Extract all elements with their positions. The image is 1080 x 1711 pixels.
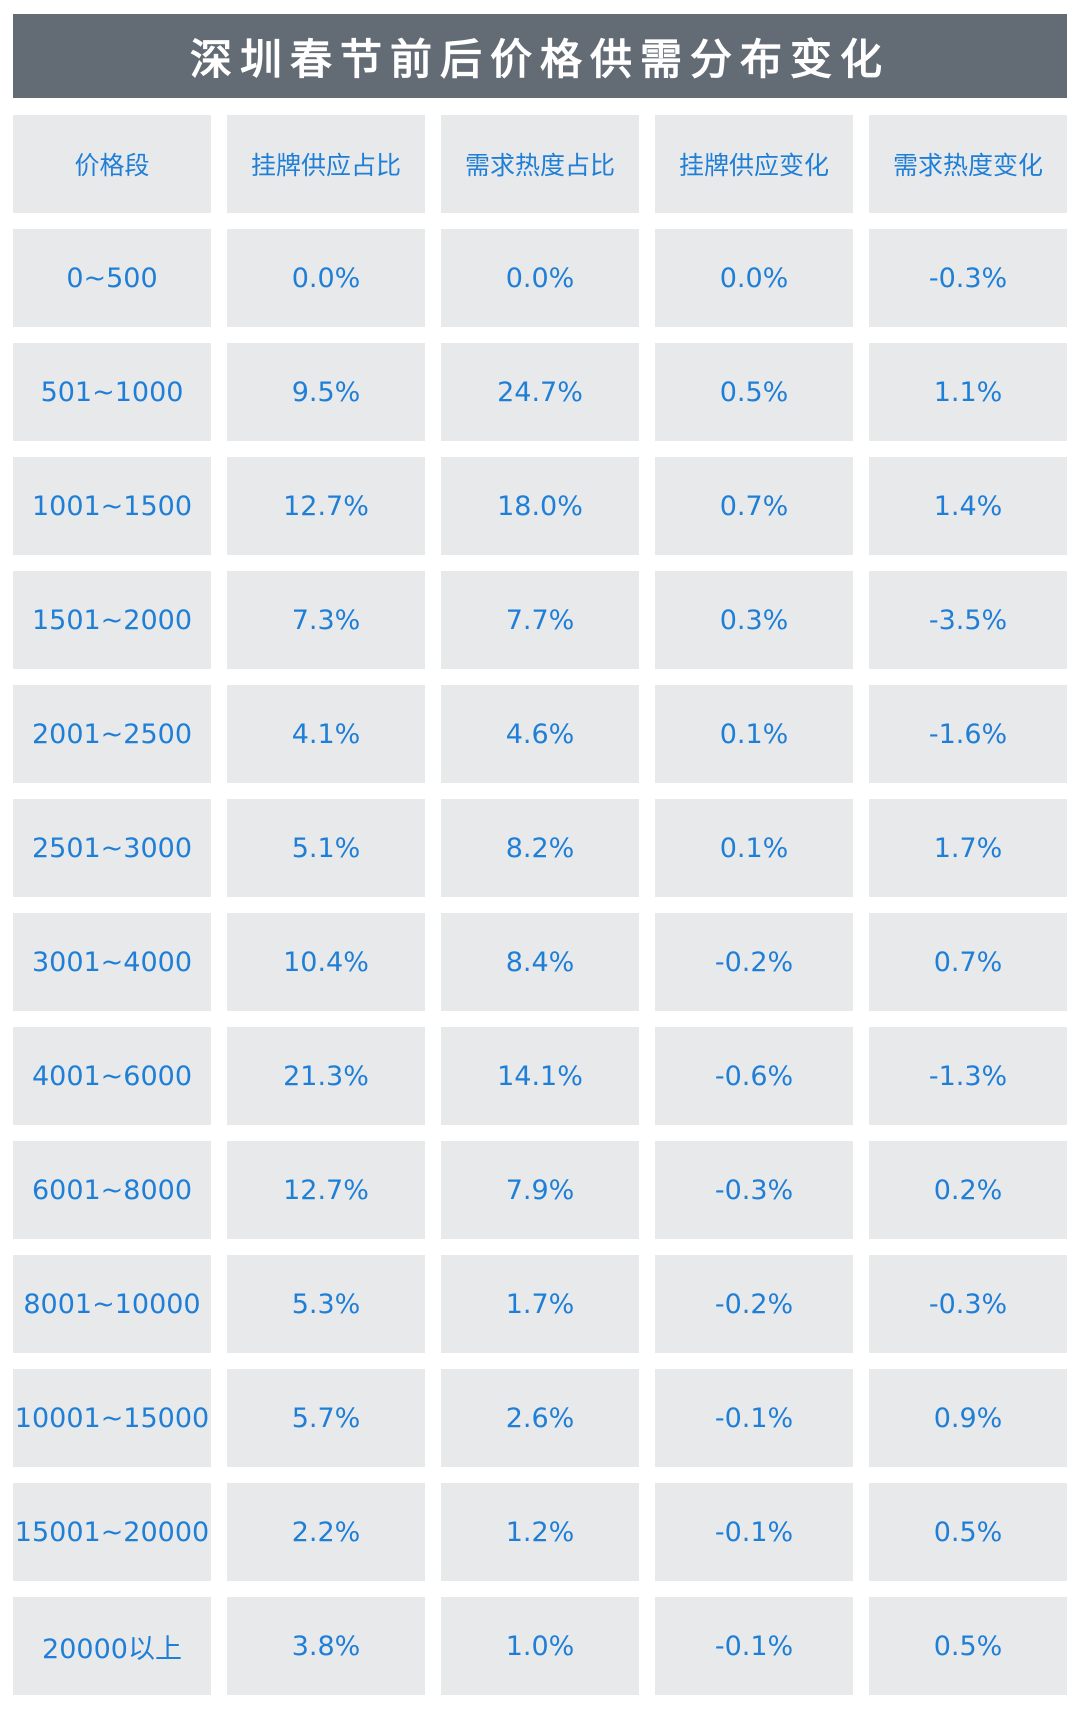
demand-heat-change-cell: 0.9% <box>869 1369 1067 1467</box>
header-cell-demand-heat-change: 需求热度变化 <box>869 115 1067 213</box>
demand-heat-change-cell: -1.6% <box>869 685 1067 783</box>
price-range-cell: 8001~10000 <box>13 1255 211 1353</box>
listing-supply-change-cell: -0.3% <box>655 1141 853 1239</box>
listing-supply-share-cell: 7.3% <box>227 571 425 669</box>
header-cell-price-range: 价格段 <box>13 115 211 213</box>
demand-heat-share-cell: 1.2% <box>441 1483 639 1581</box>
demand-heat-share-cell: 8.4% <box>441 913 639 1011</box>
price-range-cell: 15001~20000 <box>13 1483 211 1581</box>
demand-heat-change-cell: -3.5% <box>869 571 1067 669</box>
price-range-cell: 6001~8000 <box>13 1141 211 1239</box>
demand-heat-change-cell: -0.3% <box>869 229 1067 327</box>
price-range-cell: 501~1000 <box>13 343 211 441</box>
listing-supply-share-cell: 5.3% <box>227 1255 425 1353</box>
demand-heat-share-cell: 1.0% <box>441 1597 639 1695</box>
listing-supply-change-cell: -0.1% <box>655 1369 853 1467</box>
table-row: 10001~15000 5.7% 2.6% -0.1% 0.9% <box>13 1369 1067 1467</box>
listing-supply-change-cell: -0.1% <box>655 1597 853 1695</box>
price-range-cell: 1501~2000 <box>13 571 211 669</box>
demand-heat-change-cell: 0.5% <box>869 1483 1067 1581</box>
listing-supply-share-cell: 10.4% <box>227 913 425 1011</box>
price-range-cell: 1001~1500 <box>13 457 211 555</box>
demand-heat-share-cell: 24.7% <box>441 343 639 441</box>
listing-supply-share-cell: 0.0% <box>227 229 425 327</box>
table-row: 2001~2500 4.1% 4.6% 0.1% -1.6% <box>13 685 1067 783</box>
header-cell-demand-heat-share: 需求热度占比 <box>441 115 639 213</box>
listing-supply-share-cell: 5.1% <box>227 799 425 897</box>
listing-supply-share-cell: 2.2% <box>227 1483 425 1581</box>
price-range-cell: 10001~15000 <box>13 1369 211 1467</box>
demand-heat-change-cell: 0.7% <box>869 913 1067 1011</box>
table-row: 2501~3000 5.1% 8.2% 0.1% 1.7% <box>13 799 1067 897</box>
table-row: 20000以上 3.8% 1.0% -0.1% 0.5% <box>13 1597 1067 1695</box>
demand-heat-change-cell: 1.4% <box>869 457 1067 555</box>
table-row: 0~500 0.0% 0.0% 0.0% -0.3% <box>13 229 1067 327</box>
listing-supply-share-cell: 3.8% <box>227 1597 425 1695</box>
demand-heat-share-cell: 7.7% <box>441 571 639 669</box>
title-bar: 深圳春节前后价格供需分布变化 <box>13 14 1067 98</box>
demand-heat-change-cell: 0.5% <box>869 1597 1067 1695</box>
price-range-cell: 4001~6000 <box>13 1027 211 1125</box>
demand-heat-share-cell: 0.0% <box>441 229 639 327</box>
demand-heat-share-cell: 8.2% <box>441 799 639 897</box>
price-range-cell: 2001~2500 <box>13 685 211 783</box>
demand-heat-change-cell: 1.7% <box>869 799 1067 897</box>
demand-heat-change-cell: 0.2% <box>869 1141 1067 1239</box>
header-cell-listing-supply-change: 挂牌供应变化 <box>655 115 853 213</box>
header-cell-listing-supply-share: 挂牌供应占比 <box>227 115 425 213</box>
demand-heat-share-cell: 7.9% <box>441 1141 639 1239</box>
listing-supply-change-cell: 0.5% <box>655 343 853 441</box>
listing-supply-share-cell: 4.1% <box>227 685 425 783</box>
table-row: 15001~20000 2.2% 1.2% -0.1% 0.5% <box>13 1483 1067 1581</box>
price-range-cell: 2501~3000 <box>13 799 211 897</box>
listing-supply-change-cell: 0.1% <box>655 799 853 897</box>
demand-heat-change-cell: 1.1% <box>869 343 1067 441</box>
table-row: 6001~8000 12.7% 7.9% -0.3% 0.2% <box>13 1141 1067 1239</box>
listing-supply-share-cell: 9.5% <box>227 343 425 441</box>
listing-supply-change-cell: -0.2% <box>655 913 853 1011</box>
listing-supply-change-cell: 0.7% <box>655 457 853 555</box>
demand-heat-change-cell: -1.3% <box>869 1027 1067 1125</box>
listing-supply-change-cell: -0.1% <box>655 1483 853 1581</box>
table-row: 4001~6000 21.3% 14.1% -0.6% -1.3% <box>13 1027 1067 1125</box>
table-row: 3001~4000 10.4% 8.4% -0.2% 0.7% <box>13 913 1067 1011</box>
table-row: 1001~1500 12.7% 18.0% 0.7% 1.4% <box>13 457 1067 555</box>
price-range-cell: 0~500 <box>13 229 211 327</box>
listing-supply-share-cell: 12.7% <box>227 457 425 555</box>
listing-supply-share-cell: 5.7% <box>227 1369 425 1467</box>
demand-heat-change-cell: -0.3% <box>869 1255 1067 1353</box>
demand-heat-share-cell: 2.6% <box>441 1369 639 1467</box>
listing-supply-change-cell: -0.2% <box>655 1255 853 1353</box>
page-title: 深圳春节前后价格供需分布变化 <box>189 34 890 84</box>
demand-heat-share-cell: 1.7% <box>441 1255 639 1353</box>
price-range-cell: 20000以上 <box>13 1597 211 1695</box>
table-row: 8001~10000 5.3% 1.7% -0.2% -0.3% <box>13 1255 1067 1353</box>
demand-heat-share-cell: 4.6% <box>441 685 639 783</box>
table-row: 1501~2000 7.3% 7.7% 0.3% -3.5% <box>13 571 1067 669</box>
listing-supply-change-cell: 0.3% <box>655 571 853 669</box>
table-row: 501~1000 9.5% 24.7% 0.5% 1.1% <box>13 343 1067 441</box>
demand-heat-share-cell: 14.1% <box>441 1027 639 1125</box>
listing-supply-share-cell: 12.7% <box>227 1141 425 1239</box>
listing-supply-change-cell: -0.6% <box>655 1027 853 1125</box>
data-table: 价格段 挂牌供应占比 需求热度占比 挂牌供应变化 需求热度变化 0~500 0.0… <box>13 115 1067 1711</box>
price-range-cell: 3001~4000 <box>13 913 211 1011</box>
listing-supply-change-cell: 0.0% <box>655 229 853 327</box>
table-header-row: 价格段 挂牌供应占比 需求热度占比 挂牌供应变化 需求热度变化 <box>13 115 1067 213</box>
demand-heat-share-cell: 18.0% <box>441 457 639 555</box>
listing-supply-share-cell: 21.3% <box>227 1027 425 1125</box>
listing-supply-change-cell: 0.1% <box>655 685 853 783</box>
